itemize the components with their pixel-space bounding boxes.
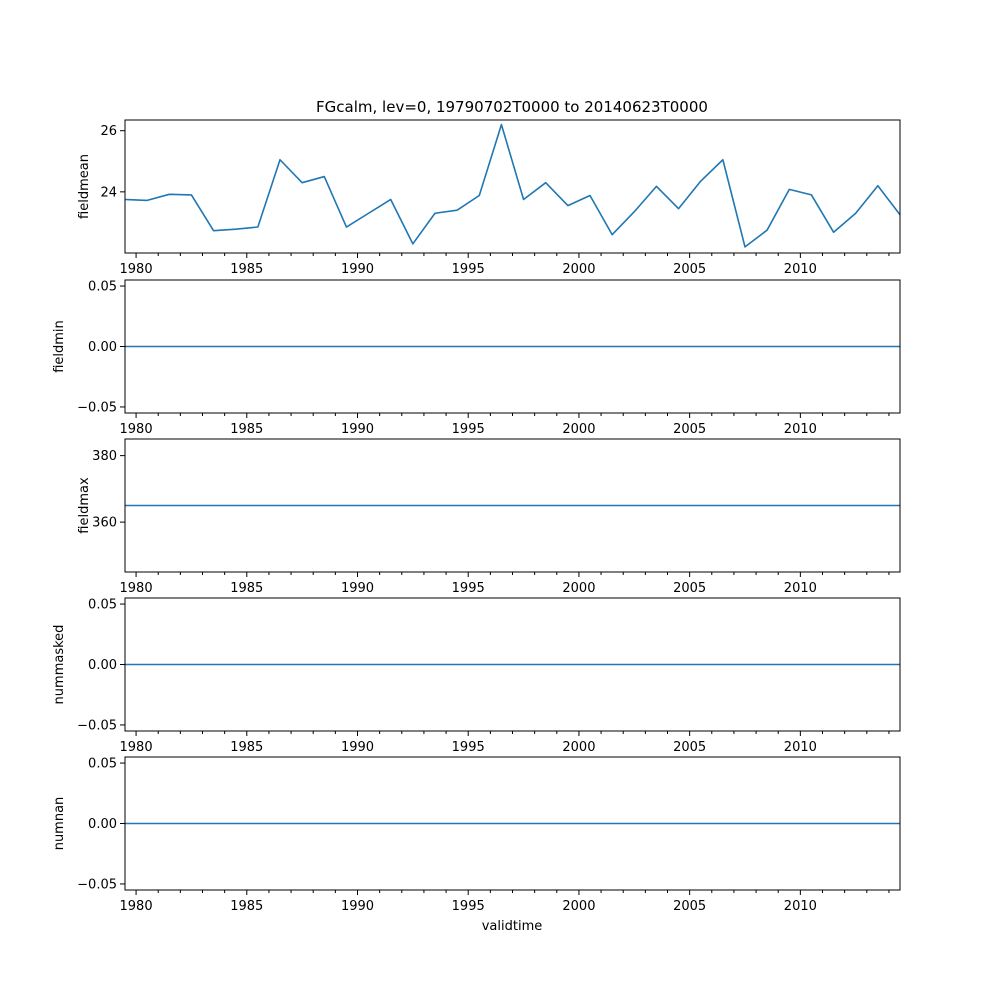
series-line-fieldmean	[124, 123, 901, 248]
x-tick-label: 2010	[784, 422, 817, 437]
y-tick-label: 380	[92, 449, 117, 464]
x-tick-label: 1980	[120, 740, 153, 755]
y-tick-label: −0.05	[77, 718, 117, 733]
x-tick-label: 2000	[562, 899, 595, 914]
y-tick-label: 26	[100, 124, 117, 139]
x-tick-label: 2000	[562, 422, 595, 437]
y-tick-label: 0.00	[88, 817, 117, 832]
panel-nummasked: 1980 1985 1990 1995 2000 2005 2010 −0.05 0.00 0.0…	[52, 597, 901, 755]
x-tick-label: 2010	[784, 740, 817, 755]
x-tick-label: 1990	[341, 422, 374, 437]
y-tick-label: 24	[100, 185, 117, 200]
x-tick-label: 2005	[673, 262, 706, 277]
x-tick-label: 1995	[452, 422, 485, 437]
x-tick-label: 2010	[784, 262, 817, 277]
x-tick-label: 2010	[784, 899, 817, 914]
panel-fieldmax: 1980 1985 1990 1995 2000 2005 2010 360 380fieldm…	[77, 438, 901, 596]
y-tick-label: 0.00	[88, 340, 117, 355]
y-axis-label-fieldmin: fieldmin	[52, 320, 67, 373]
x-tick-label: 1985	[230, 740, 263, 755]
y-tick-label: 0.05	[88, 598, 117, 613]
x-tick-label: 1995	[452, 740, 485, 755]
x-tick-label: 1980	[120, 262, 153, 277]
subplots: 1980 1985 1990 1995 2000 2005 2010 24 26 fieldmea…	[52, 119, 901, 914]
x-tick-label: 1995	[452, 581, 485, 596]
x-tick-label: 1985	[230, 422, 263, 437]
x-tick-label: 1995	[452, 262, 485, 277]
chart-title: FGcalm, lev=0, 19790702T0000 to 20140623…	[316, 98, 708, 116]
y-axis-label-numnan: numnan	[52, 797, 67, 851]
x-tick-label: 2005	[673, 899, 706, 914]
panel-fieldmin: 1980 1985 1990 1995 2000 2005 2010 −0.05 0.00 0.0…	[52, 279, 901, 437]
x-tick-label: 2000	[562, 262, 595, 277]
x-tick-label: 1990	[341, 581, 374, 596]
x-tick-label: 1990	[341, 740, 374, 755]
x-tick-label: 1980	[120, 422, 153, 437]
y-tick-label: 0.05	[88, 757, 117, 772]
x-axis-label: validtime	[482, 919, 543, 934]
x-tick-label: 1995	[452, 899, 485, 914]
x-tick-label: 1990	[341, 899, 374, 914]
x-tick-label: 1980	[120, 581, 153, 596]
y-tick-label: 0.05	[88, 280, 117, 295]
y-tick-label: −0.05	[77, 400, 117, 415]
x-tick-label: 2000	[562, 581, 595, 596]
x-tick-label: 2005	[673, 581, 706, 596]
x-tick-label: 2005	[673, 740, 706, 755]
x-tick-label: 1985	[230, 899, 263, 914]
y-axis-label-fieldmax: fieldmax	[77, 477, 92, 534]
y-tick-label: 360	[92, 516, 117, 531]
y-axis-label-fieldmean: fieldmean	[77, 154, 92, 219]
y-tick-label: 0.00	[88, 658, 117, 673]
x-tick-label: 2005	[673, 422, 706, 437]
x-tick-label: 2000	[562, 740, 595, 755]
y-axis-label-nummasked: nummasked	[52, 625, 67, 705]
panel-fieldmean: 1980 1985 1990 1995 2000 2005 2010 24 26 fieldmea…	[77, 119, 901, 277]
x-tick-label: 1985	[230, 262, 263, 277]
panel-numnan: 1980 1985 1990 1995 2000 2005 2010 −0.05 0.00 0.0…	[52, 756, 901, 914]
x-tick-label: 1990	[341, 262, 374, 277]
y-tick-label: −0.05	[77, 877, 117, 892]
x-tick-label: 1980	[120, 899, 153, 914]
x-tick-label: 1985	[230, 581, 263, 596]
x-tick-label: 2010	[784, 581, 817, 596]
